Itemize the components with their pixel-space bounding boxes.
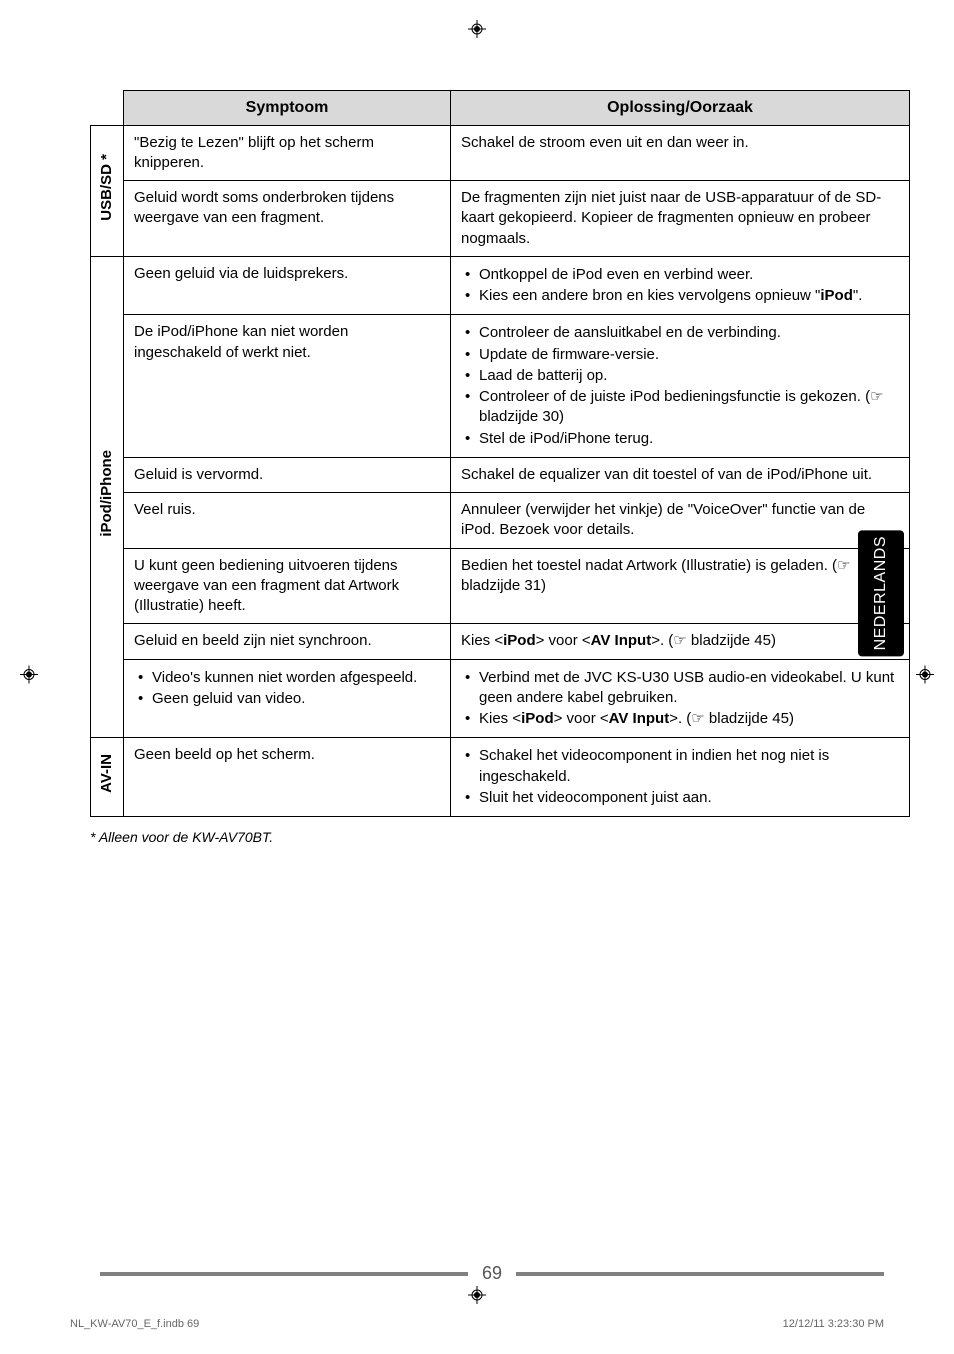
group-label: AV-IN bbox=[91, 738, 124, 817]
table-row: USB/SD *"Bezig te Lezen" blijft op het s… bbox=[91, 125, 910, 181]
registration-mark-bottom bbox=[468, 1286, 486, 1309]
symptom-cell: Geluid wordt soms onderbroken tijdens we… bbox=[124, 181, 451, 257]
table-row: U kunt geen bediening uitvoeren tijdens … bbox=[91, 548, 910, 624]
solution-cell: Schakel de stroom even uit en dan weer i… bbox=[451, 125, 910, 181]
solution-cell: Schakel het videocomponent in indien het… bbox=[451, 738, 910, 817]
footnote: * Alleen voor de KW-AV70BT. bbox=[90, 829, 884, 845]
table-row: AV-INGeen beeld op het scherm.Schakel he… bbox=[91, 738, 910, 817]
page-number-bar: 69 bbox=[100, 1263, 884, 1284]
solution-cell: Bedien het toestel nadat Artwork (Illust… bbox=[451, 548, 910, 624]
symptom-cell: Video's kunnen niet worden afgespeeld.Ge… bbox=[124, 659, 451, 738]
symptom-cell: Geen geluid via de luidsprekers. bbox=[124, 256, 451, 315]
symptom-cell: U kunt geen bediening uitvoeren tijdens … bbox=[124, 548, 451, 624]
table-row: Geluid is vervormd.Schakel de equalizer … bbox=[91, 457, 910, 492]
troubleshooting-table: Symptoom Oplossing/Oorzaak USB/SD *"Bezi… bbox=[90, 90, 910, 817]
registration-mark-right bbox=[916, 666, 934, 689]
solution-cell: Kies <iPod> voor <AV Input>. (☞ bladzijd… bbox=[451, 624, 910, 659]
table-row: Geluid en beeld zijn niet synchroon.Kies… bbox=[91, 624, 910, 659]
table-row: Veel ruis.Annuleer (verwijder het vinkje… bbox=[91, 493, 910, 549]
solution-cell: Schakel de equalizer van dit toestel of … bbox=[451, 457, 910, 492]
symptom-cell: Geluid is vervormd. bbox=[124, 457, 451, 492]
table-row: Video's kunnen niet worden afgespeeld.Ge… bbox=[91, 659, 910, 738]
symptom-cell: Geluid en beeld zijn niet synchroon. bbox=[124, 624, 451, 659]
table-row: Geluid wordt soms onderbroken tijdens we… bbox=[91, 181, 910, 257]
symptom-cell: Veel ruis. bbox=[124, 493, 451, 549]
symptom-cell: De iPod/iPhone kan niet worden ingeschak… bbox=[124, 315, 451, 458]
group-label: iPod/iPhone bbox=[91, 256, 124, 738]
solution-cell: De fragmenten zijn niet juist naar de US… bbox=[451, 181, 910, 257]
footer-right: 12/12/11 3:23:30 PM bbox=[783, 1318, 884, 1330]
page-number: 69 bbox=[468, 1263, 516, 1284]
col-header-solution: Oplossing/Oorzaak bbox=[451, 91, 910, 126]
col-header-symptom: Symptoom bbox=[124, 91, 451, 126]
table-row: iPod/iPhoneGeen geluid via de luidspreke… bbox=[91, 256, 910, 315]
bar-right bbox=[516, 1272, 884, 1276]
solution-cell: Annuleer (verwijder het vinkje) de "Voic… bbox=[451, 493, 910, 549]
footer-left: NL_KW-AV70_E_f.indb 69 bbox=[70, 1318, 199, 1330]
bar-left bbox=[100, 1272, 468, 1276]
registration-mark-top bbox=[468, 20, 486, 38]
page: NEDERLANDS Symptoom Oplossing/Oorzaak US… bbox=[0, 0, 954, 1354]
group-label: USB/SD * bbox=[91, 125, 124, 256]
solution-cell: Ontkoppel de iPod even en verbind weer.K… bbox=[451, 256, 910, 315]
symptom-cell: "Bezig te Lezen" blijft op het scherm kn… bbox=[124, 125, 451, 181]
registration-mark-left bbox=[20, 666, 38, 689]
solution-cell: Controleer de aansluitkabel en de verbin… bbox=[451, 315, 910, 458]
language-tab: NEDERLANDS bbox=[858, 530, 904, 656]
footer-line: NL_KW-AV70_E_f.indb 69 12/12/11 3:23:30 … bbox=[70, 1318, 884, 1330]
symptom-cell: Geen beeld op het scherm. bbox=[124, 738, 451, 817]
table-row: De iPod/iPhone kan niet worden ingeschak… bbox=[91, 315, 910, 458]
solution-cell: Verbind met de JVC KS-U30 USB audio-en v… bbox=[451, 659, 910, 738]
